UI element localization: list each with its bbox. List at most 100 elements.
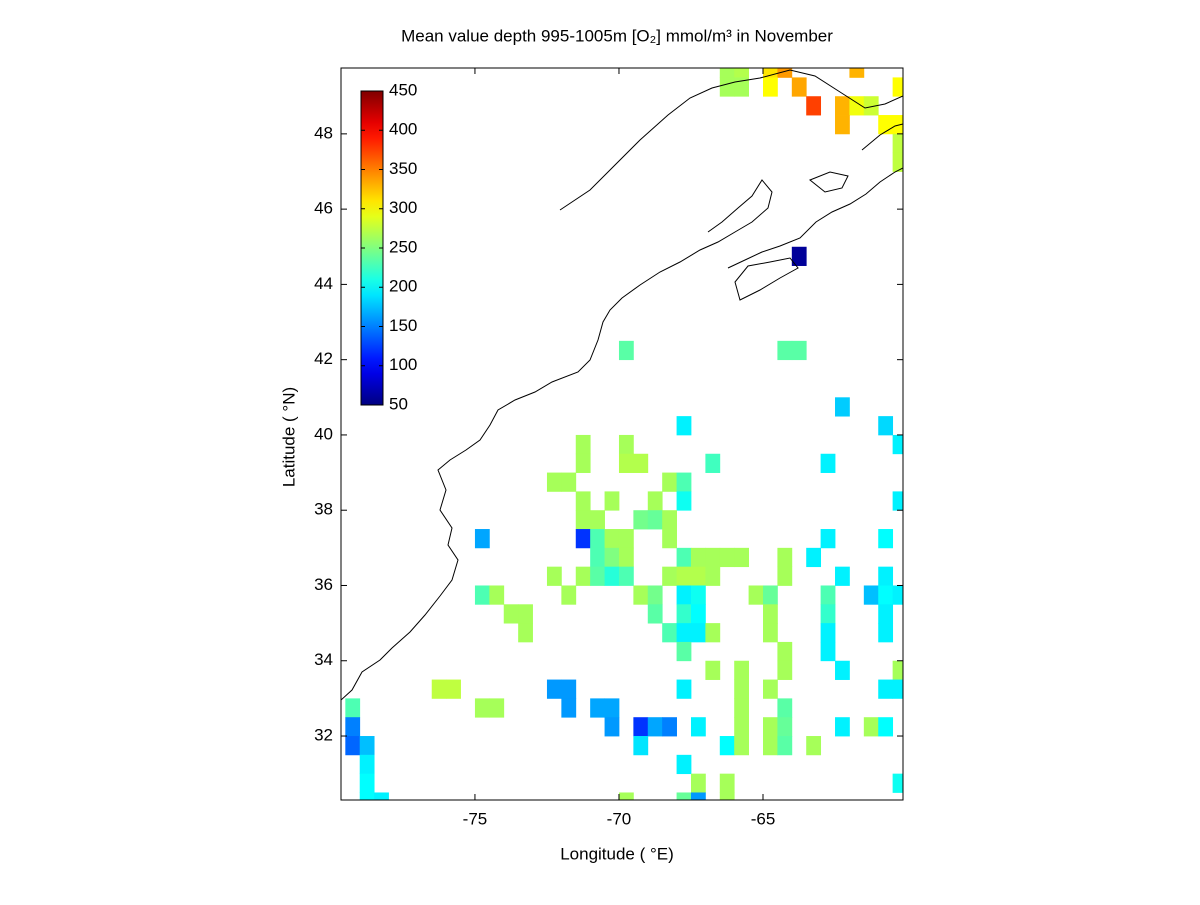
- cell: [763, 68, 778, 78]
- cell: [791, 246, 807, 266]
- cell: [892, 773, 903, 793]
- cell: [561, 472, 577, 492]
- cell: [618, 547, 634, 568]
- cell: [647, 585, 663, 605]
- cell: [489, 698, 505, 718]
- cell: [590, 547, 605, 568]
- cell: [676, 472, 692, 492]
- cell: [676, 623, 692, 643]
- cell: [618, 566, 634, 586]
- colorbar-label: 400: [389, 120, 417, 139]
- y-tick-label: 34: [314, 650, 333, 669]
- cell: [690, 604, 706, 624]
- cell: [806, 547, 822, 568]
- cell: [892, 115, 903, 135]
- cell: [604, 529, 620, 549]
- cell: [575, 529, 591, 549]
- cell: [590, 698, 605, 718]
- cell: [590, 566, 605, 586]
- y-tick-label: 36: [314, 575, 333, 594]
- cell: [835, 660, 850, 680]
- cell: [676, 566, 692, 586]
- cell: [359, 736, 375, 756]
- cell: [662, 566, 677, 586]
- cell: [618, 434, 634, 455]
- cell: [719, 736, 735, 756]
- cell: [849, 96, 865, 116]
- cell: [575, 510, 591, 530]
- cell: [647, 510, 663, 530]
- cell: [863, 96, 879, 116]
- cell: [604, 566, 620, 586]
- cell: [676, 679, 692, 699]
- cell: [604, 547, 620, 568]
- cell: [676, 491, 692, 511]
- colorbar-label: 350: [389, 159, 417, 178]
- cell: [676, 547, 692, 568]
- cell: [820, 453, 836, 473]
- y-tick-label: 38: [314, 500, 333, 519]
- cell: [878, 529, 894, 549]
- cell: [618, 529, 634, 549]
- cell: [878, 717, 894, 737]
- cell: [777, 736, 793, 756]
- cell: [734, 736, 750, 756]
- y-tick-label: 42: [314, 349, 333, 368]
- colorbar-label: 100: [389, 355, 417, 374]
- cell: [892, 434, 903, 455]
- cell: [633, 585, 649, 605]
- chart-title: Mean value depth 995-1005m [O₂] mmol/m³ …: [401, 26, 833, 45]
- cell: [878, 566, 894, 586]
- cell: [777, 566, 793, 586]
- cell-layer: [345, 68, 903, 800]
- cell: [662, 623, 677, 643]
- y-tick-label: 44: [314, 274, 333, 293]
- cell: [618, 453, 634, 473]
- cell: [892, 133, 903, 154]
- cell: [705, 660, 721, 680]
- cell: [618, 792, 634, 800]
- x-tick-label: -65: [751, 809, 776, 828]
- cell: [662, 472, 677, 492]
- cell: [806, 736, 822, 756]
- cell: [431, 679, 447, 699]
- cell: [690, 623, 706, 643]
- cell: [892, 585, 903, 605]
- cell: [546, 566, 562, 586]
- cell: [791, 340, 807, 361]
- cell: [705, 453, 721, 473]
- cell: [835, 115, 850, 135]
- cell: [345, 698, 361, 718]
- cell: [763, 77, 778, 97]
- cell: [359, 773, 375, 793]
- cell: [604, 491, 620, 511]
- cell: [359, 792, 375, 800]
- cell: [892, 491, 903, 511]
- cell: [446, 679, 461, 699]
- cell: [489, 585, 505, 605]
- cell: [791, 77, 807, 97]
- cell: [575, 453, 591, 473]
- cell: [734, 547, 750, 568]
- y-axis-label: Latitude ( °N): [279, 387, 298, 487]
- cell: [633, 717, 649, 737]
- cell: [676, 416, 692, 436]
- cell: [835, 96, 850, 116]
- cell: [763, 623, 778, 643]
- y-tick-label: 32: [314, 726, 333, 745]
- cell: [474, 585, 490, 605]
- cell: [690, 566, 706, 586]
- cell: [546, 679, 562, 699]
- cell: [734, 660, 750, 680]
- cell: [763, 736, 778, 756]
- cell: [705, 623, 721, 643]
- colorbar-label: 450: [389, 80, 417, 99]
- cell: [604, 717, 620, 737]
- cell: [835, 566, 850, 586]
- cell: [734, 698, 750, 718]
- cell: [763, 679, 778, 699]
- cell: [849, 68, 865, 78]
- cell: [892, 660, 903, 680]
- cell: [820, 585, 836, 605]
